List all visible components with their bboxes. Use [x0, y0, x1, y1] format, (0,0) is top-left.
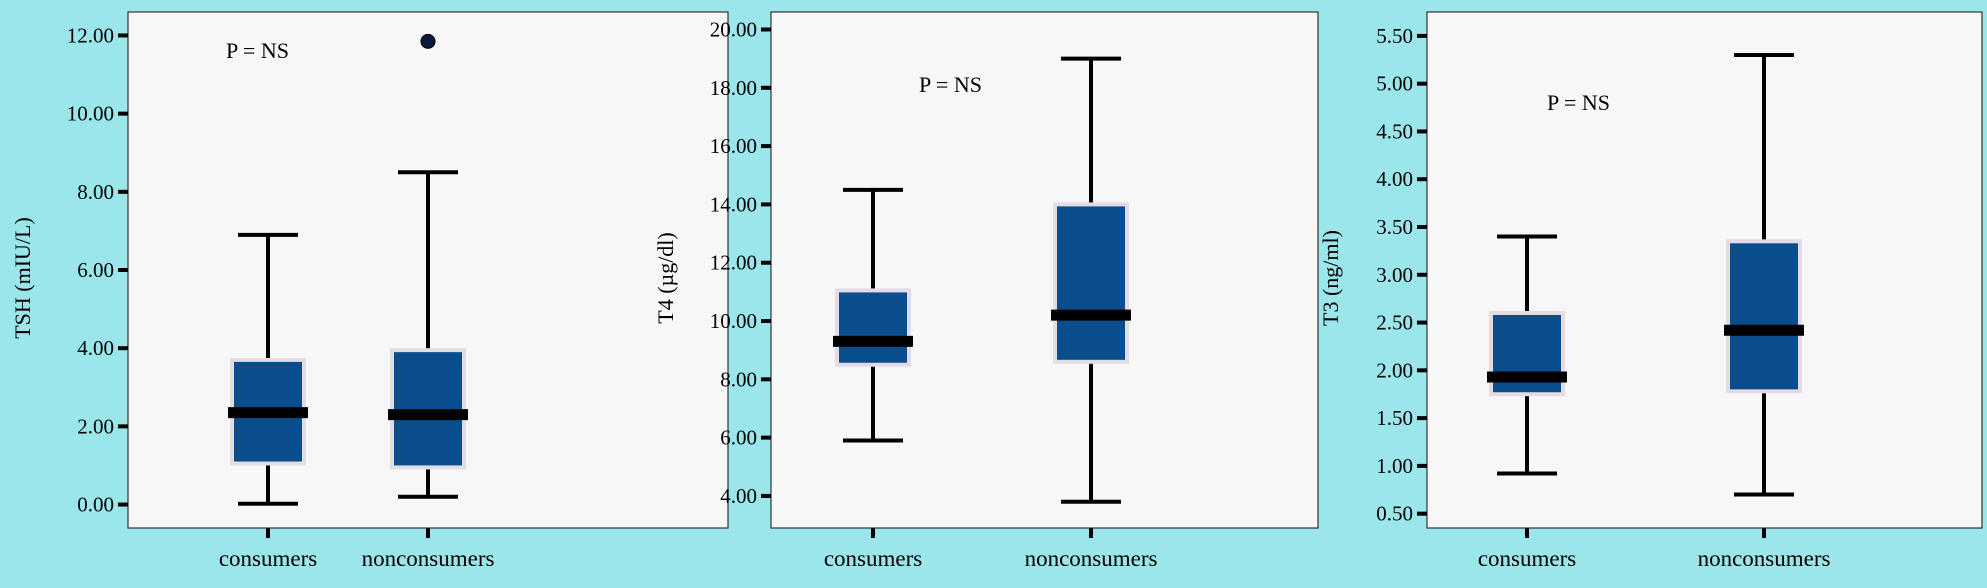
y-tick-label: 3.00 [1376, 263, 1413, 287]
y-tick-label: 20.00 [710, 17, 757, 41]
y-tick-label: 14.00 [710, 192, 757, 216]
y-tick-label: 18.00 [710, 76, 757, 100]
y-tick-label: 4.00 [1376, 167, 1413, 191]
y-tick-label: 0.50 [1376, 502, 1413, 526]
y-tick-label: 5.50 [1376, 24, 1413, 48]
x-tick-label: nonconsumers [362, 546, 495, 571]
y-tick-label: 6.00 [77, 258, 114, 282]
p-value-annotation: P = NS [919, 72, 982, 97]
y-tick-label: 4.00 [720, 484, 757, 508]
p-value-annotation: P = NS [1547, 90, 1610, 115]
box-nonconsumers [388, 33, 468, 499]
y-tick-label: 12.00 [67, 23, 114, 47]
y-axis-label: T4 (µg/dl) [653, 232, 678, 324]
x-tick-label: nonconsumers [1025, 546, 1158, 571]
p-value-annotation: P = NS [226, 38, 289, 63]
chart-panel-2: 4.00 6.00 8.00 10.00 12.00 14.00 16.00 18.00 20.… [653, 11, 1319, 571]
box-consumers [833, 187, 913, 443]
plot-area [1426, 11, 1983, 529]
box-nonconsumers [1051, 56, 1131, 504]
chart-panel-3: 0.50 1.00 1.50 2.00 2.50 3.00 3.50 4.00 4.50 5.00… [1318, 11, 1983, 571]
y-tick-label: 4.00 [77, 336, 114, 360]
x-tick-label: consumers [1478, 546, 1576, 571]
y-tick-label: 1.00 [1376, 454, 1413, 478]
plot-area [770, 11, 1319, 529]
iqr-box [1726, 239, 1802, 394]
y-axis-label: T3 (ng/ml) [1318, 230, 1343, 326]
y-tick-label: 10.00 [67, 102, 114, 126]
x-tick-label: consumers [219, 546, 317, 571]
y-tick-label: 8.00 [77, 180, 114, 204]
box-consumers [228, 232, 308, 506]
iqr-box [835, 288, 911, 367]
box-consumers [1487, 234, 1567, 476]
y-tick-label: 2.50 [1376, 311, 1413, 335]
chart-panel-1: 0.00 2.00 4.00 6.00 8.00 10.00 12.00 TSH (mIU/L… [10, 11, 729, 571]
y-tick-label: 0.00 [77, 493, 114, 517]
y-tick-label: 16.00 [710, 134, 757, 158]
y-tick-label: 1.50 [1376, 406, 1413, 430]
iqr-box [1053, 202, 1129, 364]
y-tick-label: 3.50 [1376, 215, 1413, 239]
x-tick-label: nonconsumers [1698, 546, 1831, 571]
y-tick-label: 2.00 [1376, 358, 1413, 382]
y-tick-label: 2.00 [77, 414, 114, 438]
y-axis-label: TSH (mIU/L) [10, 217, 35, 339]
y-tick-label: 10.00 [710, 309, 757, 333]
y-tick-label: 5.00 [1376, 72, 1413, 96]
x-tick-label: consumers [824, 546, 922, 571]
outlier-point [420, 33, 436, 49]
y-tick-label: 8.00 [720, 367, 757, 391]
box-nonconsumers [1724, 53, 1804, 497]
y-tick-label: 4.50 [1376, 119, 1413, 143]
y-tick-label: 6.00 [720, 426, 757, 450]
y-tick-label: 12.00 [710, 251, 757, 275]
iqr-box [390, 348, 466, 470]
